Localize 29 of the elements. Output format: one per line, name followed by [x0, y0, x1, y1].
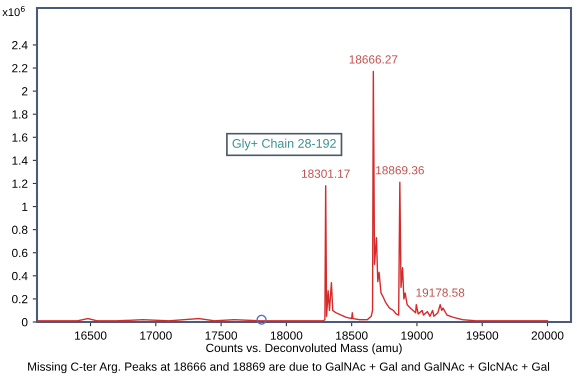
x-tick-label: 17500 [206, 331, 238, 340]
text: Missing C-ter Arg. Peaks at 18666 and 18869 are due to GalNAc + Gal and GalNAc + GlcNAc + Gal [28, 362, 550, 374]
y-tick-label: 1.2 [12, 180, 28, 188]
annotation: Gly+ Chain 28-192 [232, 138, 336, 150]
y-tick-label: 0 [22, 318, 28, 326]
y-tick-label: 2.2 [12, 64, 28, 72]
annotation: 18869.36 [376, 166, 424, 174]
x-tick-label: 16500 [75, 331, 106, 340]
y-tick-label: 2 [22, 87, 28, 96]
annotation: 18301.17 [302, 170, 350, 178]
x-tick-label: 19000 [401, 331, 433, 340]
x-tick-label: 19500 [466, 331, 498, 340]
x-tick-label: 20000 [532, 331, 564, 340]
y-axis-title: x10$^{6}$ [2, 6, 25, 16]
y-tick-label: 0.8 [12, 226, 28, 234]
y-tick-label: 1.6 [12, 133, 28, 142]
y-tick-label: 0.6 [12, 248, 28, 258]
y-tick-label: 0.2 [12, 294, 28, 304]
x-axis-title: Counts vs. Deconvoluted Mass (amu) [206, 343, 402, 354]
x-tick-label: 18000 [270, 331, 302, 340]
y-tick-label: 2.4 [12, 40, 28, 50]
x-tick-label: 17000 [140, 331, 172, 340]
y-tick-label: 1.4 [12, 156, 28, 165]
annotation: 19178.58 [416, 288, 464, 297]
annotation: 18666.27 [350, 55, 398, 64]
y-tick-label: 1.8 [12, 110, 28, 119]
x-tick-label: 18500 [336, 331, 368, 340]
y-tick-label: 1 [22, 202, 28, 211]
y-tick-label: 0.4 [12, 272, 28, 280]
